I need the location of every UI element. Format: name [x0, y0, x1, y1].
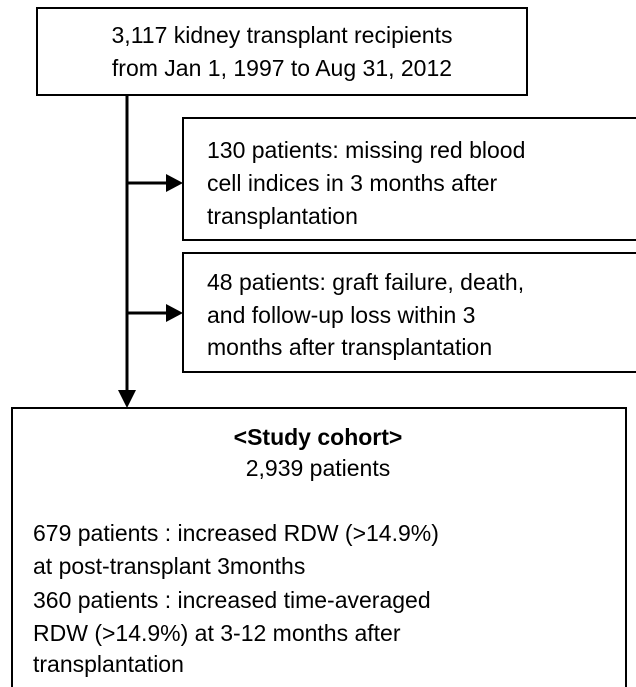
node-text: 3,117 kidney transplant recipients [112, 22, 453, 48]
node-text: months after transplantation [207, 334, 492, 360]
exclusion-box [182, 252, 636, 373]
node-text: transplantation [207, 203, 358, 229]
node-text: 360 patients : increased time-averaged [33, 587, 431, 613]
arrow-head [118, 390, 136, 408]
node-text: from Jan 1, 1997 to Aug 31, 2012 [112, 55, 452, 81]
cohort-title: <Study cohort> [234, 424, 403, 450]
cohort-count: 2,939 patients [246, 455, 391, 481]
arrow-head [166, 174, 183, 192]
node-text: at post-transplant 3months [33, 553, 305, 579]
node-text: cell indices in 3 months after [207, 170, 498, 196]
node-text: 679 patients : increased RDW (>14.9%) [33, 520, 439, 546]
node-text: 130 patients: missing red blood [207, 137, 525, 163]
cohort-box [11, 407, 627, 687]
node-text: RDW (>14.9%) at 3-12 months after [33, 620, 401, 646]
node-text: 48 patients: graft failure, death, [207, 269, 524, 295]
node-text: transplantation [33, 651, 184, 677]
source-box [36, 7, 528, 96]
node-text: and follow-up loss within 3 [207, 302, 475, 328]
exclusion-box [182, 117, 636, 241]
arrow-head [166, 304, 183, 322]
